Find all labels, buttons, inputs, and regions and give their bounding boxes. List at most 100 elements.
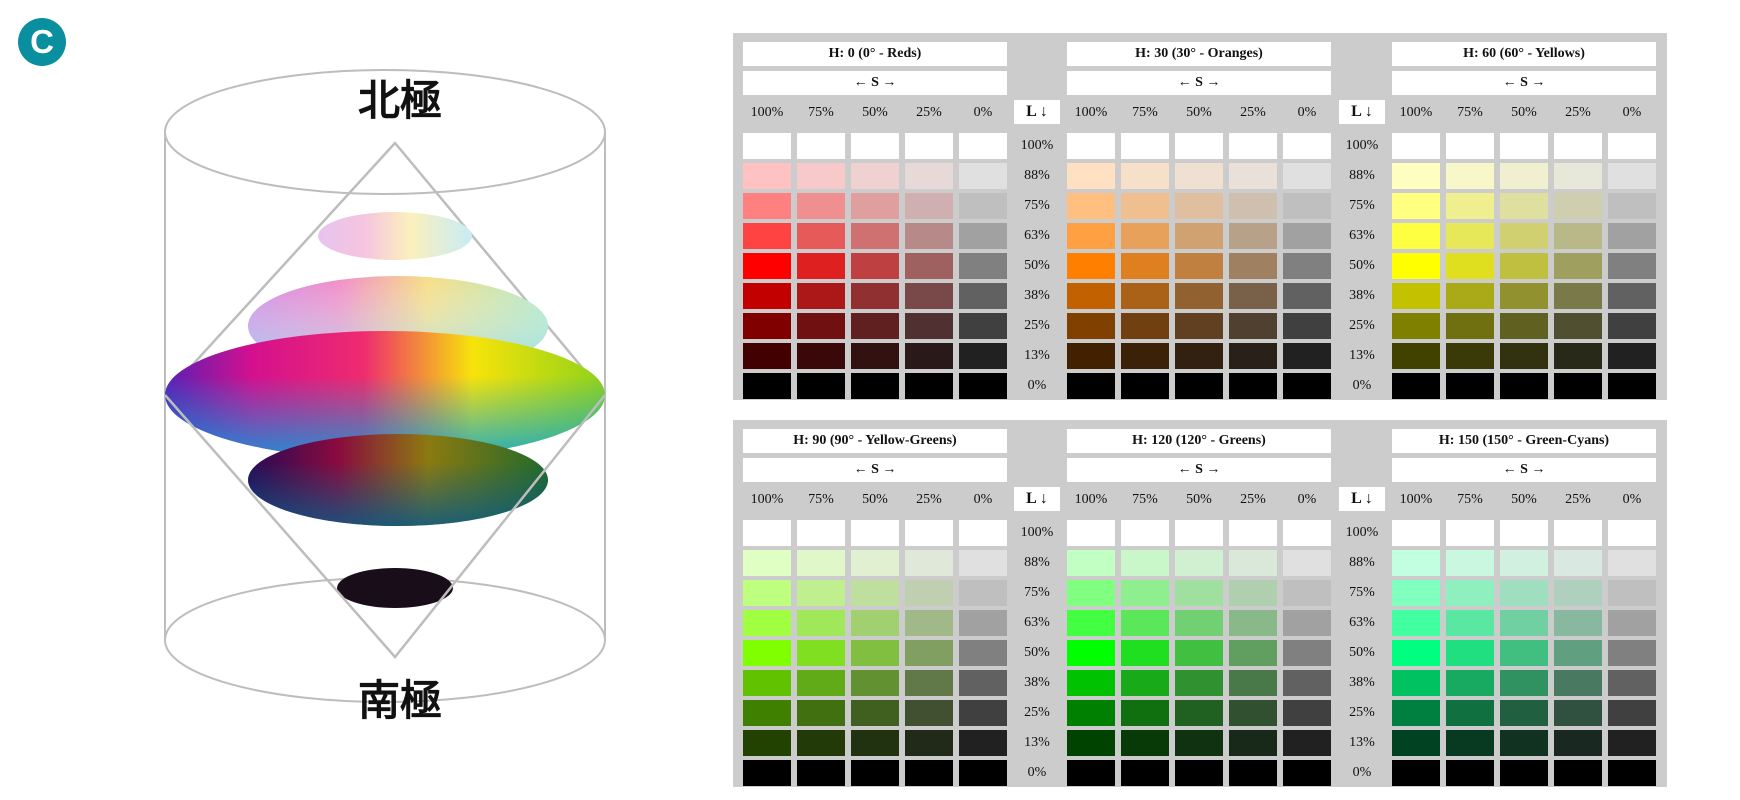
color-swatch bbox=[905, 313, 953, 339]
color-swatch bbox=[905, 133, 953, 159]
color-swatch bbox=[959, 193, 1007, 219]
color-swatch bbox=[1283, 373, 1331, 399]
lightness-label: 13% bbox=[1349, 348, 1375, 363]
color-swatch bbox=[1446, 313, 1494, 339]
color-swatch bbox=[1283, 283, 1331, 309]
color-swatch bbox=[743, 223, 791, 249]
color-swatch bbox=[1392, 580, 1440, 606]
color-swatch bbox=[1067, 640, 1115, 666]
color-swatch bbox=[1500, 700, 1548, 726]
color-swatch bbox=[1446, 223, 1494, 249]
lightness-label: 50% bbox=[1349, 258, 1375, 273]
color-swatch bbox=[1175, 520, 1223, 546]
color-swatch bbox=[797, 223, 845, 249]
lightness-label: 88% bbox=[1024, 168, 1050, 183]
color-swatch bbox=[743, 730, 791, 756]
color-swatch bbox=[797, 610, 845, 636]
color-swatch bbox=[743, 133, 791, 159]
color-swatch bbox=[959, 373, 1007, 399]
color-swatch bbox=[1500, 313, 1548, 339]
color-swatch bbox=[1121, 730, 1169, 756]
color-swatch bbox=[797, 373, 845, 399]
saturation-label: 25% bbox=[1565, 105, 1591, 120]
lightness-label: 0% bbox=[1027, 765, 1047, 780]
color-swatch bbox=[1554, 343, 1602, 369]
saturation-label: 75% bbox=[1457, 105, 1483, 120]
color-swatch bbox=[743, 580, 791, 606]
color-swatch bbox=[1121, 193, 1169, 219]
color-swatch bbox=[1392, 193, 1440, 219]
color-swatch bbox=[1392, 760, 1440, 786]
color-swatch bbox=[1608, 610, 1656, 636]
color-swatch bbox=[851, 640, 899, 666]
color-swatch bbox=[797, 313, 845, 339]
color-swatch bbox=[1608, 580, 1656, 606]
color-swatch bbox=[851, 730, 899, 756]
color-swatch bbox=[851, 700, 899, 726]
color-swatch bbox=[851, 760, 899, 786]
lightness-label: 63% bbox=[1024, 615, 1050, 630]
color-swatch bbox=[959, 223, 1007, 249]
color-swatch bbox=[959, 670, 1007, 696]
color-swatch bbox=[1446, 163, 1494, 189]
color-swatch bbox=[1175, 193, 1223, 219]
color-swatch bbox=[1554, 373, 1602, 399]
color-swatch bbox=[1608, 373, 1656, 399]
color-swatch bbox=[797, 580, 845, 606]
lightness-label: 13% bbox=[1024, 348, 1050, 363]
color-swatch bbox=[1229, 223, 1277, 249]
color-swatch bbox=[1229, 343, 1277, 369]
color-swatch bbox=[1283, 760, 1331, 786]
color-swatch bbox=[1121, 520, 1169, 546]
color-swatch bbox=[1175, 313, 1223, 339]
color-swatch bbox=[905, 640, 953, 666]
color-swatch bbox=[851, 313, 899, 339]
hue-title: H: 120 (120° - Greens) bbox=[1067, 429, 1331, 453]
hue-title: H: 30 (30° - Oranges) bbox=[1067, 42, 1331, 66]
saturation-label: 0% bbox=[973, 492, 993, 507]
color-swatch bbox=[959, 283, 1007, 309]
color-swatch bbox=[959, 520, 1007, 546]
color-swatch bbox=[1500, 223, 1548, 249]
saturation-label: 75% bbox=[1132, 492, 1158, 507]
color-swatch bbox=[959, 343, 1007, 369]
color-swatch bbox=[1500, 520, 1548, 546]
color-swatch bbox=[1283, 640, 1331, 666]
lightness-label: 88% bbox=[1024, 555, 1050, 570]
color-swatch bbox=[1175, 670, 1223, 696]
color-swatch bbox=[1392, 610, 1440, 636]
color-swatch bbox=[1067, 253, 1115, 279]
color-swatch bbox=[1608, 343, 1656, 369]
color-swatch bbox=[1067, 283, 1115, 309]
color-swatch bbox=[905, 520, 953, 546]
color-swatch bbox=[959, 163, 1007, 189]
saturation-label: 100% bbox=[1074, 492, 1108, 507]
color-swatch bbox=[1067, 580, 1115, 606]
color-swatch bbox=[1121, 343, 1169, 369]
saturation-label: 25% bbox=[1240, 492, 1266, 507]
color-swatch bbox=[851, 193, 899, 219]
color-swatch bbox=[1554, 313, 1602, 339]
color-swatch bbox=[1067, 670, 1115, 696]
color-swatch bbox=[1554, 610, 1602, 636]
color-swatch bbox=[797, 700, 845, 726]
color-swatch bbox=[743, 700, 791, 726]
color-swatch bbox=[1446, 550, 1494, 576]
color-swatch bbox=[1283, 343, 1331, 369]
color-swatch bbox=[1229, 700, 1277, 726]
color-swatch bbox=[1229, 193, 1277, 219]
color-swatch bbox=[851, 283, 899, 309]
color-swatch bbox=[1175, 163, 1223, 189]
lightness-label: 25% bbox=[1349, 318, 1375, 333]
south-pole-label: 南極 bbox=[358, 676, 442, 725]
color-swatch bbox=[1608, 760, 1656, 786]
color-swatch bbox=[1608, 313, 1656, 339]
lightness-label: 100% bbox=[1020, 138, 1054, 153]
color-swatch bbox=[1608, 640, 1656, 666]
saturation-label: 100% bbox=[750, 492, 784, 507]
color-swatch bbox=[1554, 163, 1602, 189]
lightness-label: 75% bbox=[1349, 585, 1375, 600]
color-swatch bbox=[1554, 730, 1602, 756]
hue-title: H: 90 (90° - Yellow-Greens) bbox=[743, 429, 1007, 453]
color-swatch bbox=[1608, 730, 1656, 756]
